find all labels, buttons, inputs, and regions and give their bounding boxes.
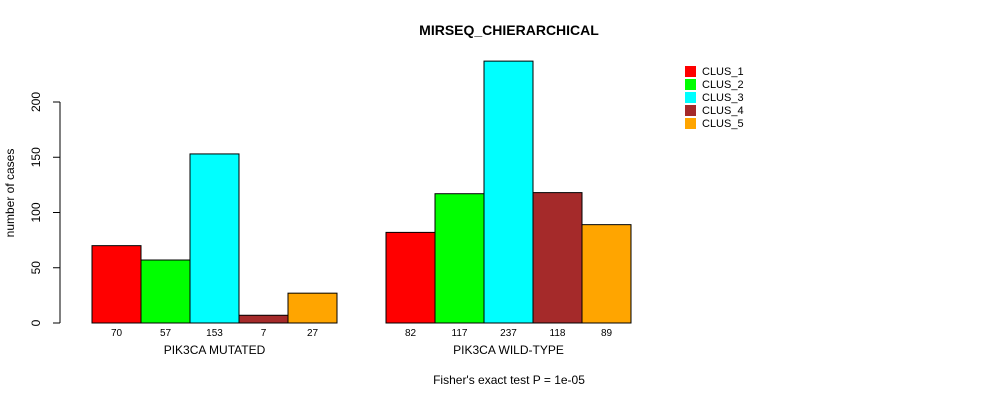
bar (581, 224, 632, 324)
group-label: PIK3CA MUTATED (164, 343, 266, 357)
legend-swatch (685, 92, 696, 103)
legend-entry: CLUS_2 (702, 79, 744, 91)
legend-swatch (685, 118, 696, 129)
bar (532, 192, 583, 324)
group-label: PIK3CA WILD-TYPE (453, 343, 564, 357)
legend-entry: CLUS_1 (702, 66, 744, 78)
bar-value-label: 117 (452, 328, 468, 339)
bar (189, 153, 240, 324)
legend-swatch (685, 79, 696, 90)
legend-swatch (685, 105, 696, 116)
bar-value-label: 82 (405, 328, 417, 339)
y-tick-label: 200 (29, 92, 43, 112)
y-tick-label: 150 (29, 147, 43, 167)
bar (434, 193, 485, 324)
legend-entry: CLUS_5 (702, 118, 744, 130)
bar (483, 60, 534, 324)
bar (385, 231, 436, 324)
legend-entry: CLUS_4 (702, 105, 744, 117)
bar-value-label: 57 (160, 328, 172, 339)
bar-group: 70 57 153 7 27 PIK3CA MUTATED 82 117 237 118 89 PIK… (91, 60, 632, 357)
bar-value-label: 70 (111, 328, 123, 339)
legend-swatch (685, 66, 696, 77)
y-tick-label: 0 (29, 319, 43, 326)
bar (287, 292, 338, 324)
y-tick-label: 100 (29, 202, 43, 222)
y-axis: 0 50 100 150 200 (29, 92, 61, 326)
bar (238, 314, 289, 324)
y-tick-label: 50 (29, 261, 43, 275)
y-axis-label: number of cases (3, 149, 17, 238)
chart-title: MIRSEQ_CHIERARCHICAL (419, 22, 599, 38)
fisher-test-footnote: Fisher's exact test P = 1e-05 (433, 373, 585, 387)
bar-value-label: 237 (500, 328, 517, 339)
bar-value-label: 27 (307, 328, 319, 339)
bar (140, 259, 191, 324)
legend-entry: CLUS_3 (702, 92, 744, 104)
bar-value-label: 153 (206, 328, 223, 339)
bar-value-label: 7 (261, 328, 267, 339)
bar (91, 245, 142, 324)
bar-value-label: 89 (601, 328, 613, 339)
bar-value-label: 118 (550, 328, 566, 339)
